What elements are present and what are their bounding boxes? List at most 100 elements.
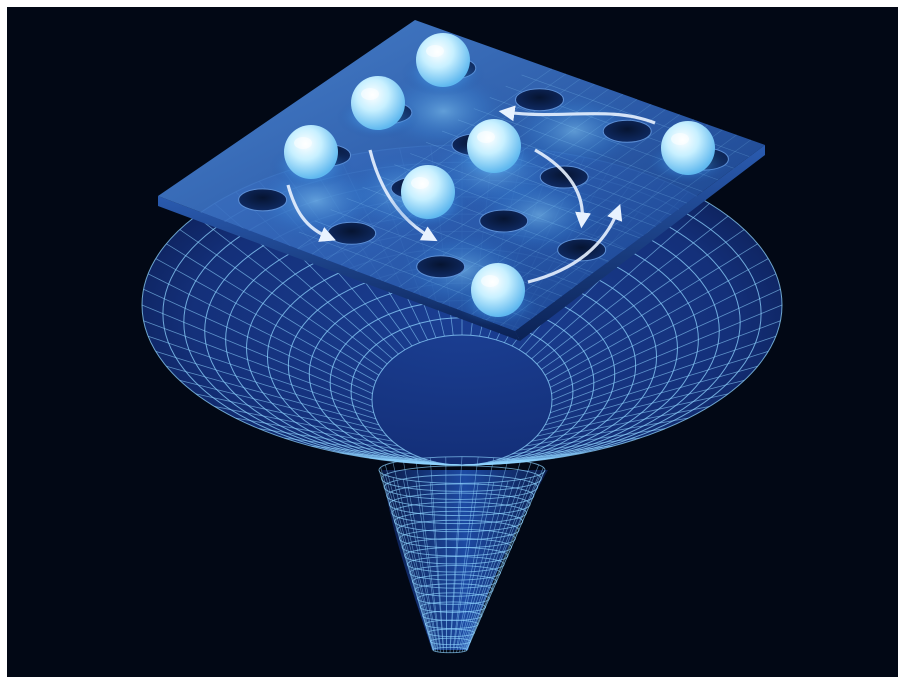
plate-grid-line: [369, 93, 623, 277]
glowing-sphere: [661, 121, 715, 175]
glowing-sphere: [471, 263, 525, 317]
throat-line: [466, 472, 544, 651]
throat-line: [384, 464, 435, 650]
funnel-radial-line: [525, 417, 689, 447]
throat-line: [466, 467, 544, 650]
funnel-radial-line: [536, 215, 729, 365]
funnel-radial-line: [179, 380, 383, 431]
throat-line: [402, 479, 439, 652]
funnel-radial-line: [166, 365, 380, 426]
funnel-radial-line: [511, 437, 640, 455]
funnel-radial-line: [155, 351, 377, 420]
sphere-highlight: [411, 177, 429, 189]
plate-hole: [557, 238, 607, 262]
funnel-radial-line: [504, 445, 613, 458]
throat-line: [378, 469, 434, 651]
throat-line: [463, 462, 532, 649]
funnel-radial-line: [399, 461, 445, 465]
funnel-radial-line: [258, 428, 405, 451]
throat-line: [465, 464, 540, 650]
funnel-radial-line: [143, 288, 373, 394]
sphere-highlight: [426, 45, 444, 57]
funnel-radial-line: [369, 457, 436, 463]
throat-line: [465, 474, 540, 652]
funnel-radial-line: [531, 406, 710, 442]
funnel-radial-line: [519, 428, 666, 451]
glowing-sphere: [284, 125, 338, 179]
funnel-radial-line: [284, 437, 413, 455]
sphere-highlight: [477, 131, 495, 143]
funnel-radial-line: [235, 417, 399, 447]
funnel-radial-line: [547, 258, 769, 382]
throat-line: [445, 456, 448, 648]
plate-grid-line: [384, 99, 638, 282]
funnel-radial-line: [143, 320, 373, 407]
funnel-radial-line: [311, 445, 420, 458]
funnel-radial-line: [195, 215, 388, 365]
flow-arrow: [498, 105, 656, 125]
throat-line: [429, 457, 444, 648]
throat-line: [415, 458, 441, 648]
funnel-radial-line: [147, 273, 374, 388]
funnel-radial-line: [141, 304, 373, 401]
throat-line: [452, 456, 479, 648]
plate-edge-right: [515, 145, 765, 341]
funnel-radial-line: [147, 335, 374, 414]
throat-line: [402, 460, 439, 649]
plate-hole: [602, 119, 652, 143]
throat-line: [380, 467, 434, 650]
funnel-radial-line: [179, 229, 383, 370]
throat-line: [456, 482, 495, 653]
funnel-radial-line: [195, 393, 388, 437]
throat-line: [463, 477, 532, 652]
funnel-radial-line: [214, 406, 393, 442]
funnel-radial-line: [547, 351, 769, 420]
funnel-radial-line: [541, 229, 745, 370]
funnel-radial-line: [541, 380, 745, 431]
plate-grid-line: [297, 68, 552, 249]
funnel-radial-line: [551, 288, 781, 394]
plate-grid-line: [427, 114, 680, 299]
throat-line: [461, 479, 522, 653]
throat-line: [392, 462, 437, 649]
throat-line: [415, 480, 441, 653]
plate-hole: [479, 209, 529, 233]
sphere-highlight: [481, 275, 499, 287]
flow-arrow: [534, 148, 592, 229]
funnel-radial-line: [550, 273, 777, 388]
funnel-radial-line: [544, 243, 758, 376]
funnel-radial-line: [430, 463, 454, 466]
plate-hole: [238, 188, 288, 212]
throat-line: [459, 458, 509, 648]
funnel-radial-line: [550, 335, 777, 414]
flow-arrow: [527, 204, 623, 284]
plate-hole: [539, 165, 589, 189]
sphere-highlight: [294, 137, 312, 149]
throat-line: [384, 475, 435, 652]
funnel-radial-line: [551, 304, 783, 401]
sphere-highlight: [671, 133, 689, 145]
funnel-radial-line: [551, 320, 781, 407]
throat-line: [459, 480, 509, 653]
funnel-radial-line: [339, 452, 428, 461]
funnel-radial-line: [536, 393, 729, 437]
funnel-radial-line: [544, 365, 758, 426]
throat-line: [392, 477, 437, 652]
throat-line: [456, 457, 495, 648]
throat-line: [449, 456, 463, 648]
sphere-highlight: [361, 88, 379, 100]
plate-hole: [416, 255, 466, 279]
glowing-sphere: [467, 119, 521, 173]
plate-grid-line: [346, 198, 578, 285]
flow-arrow: [286, 184, 336, 242]
plate-hole: [514, 88, 564, 112]
glowing-sphere: [351, 76, 405, 130]
glowing-sphere: [401, 165, 455, 219]
perforated-plate: [158, 20, 765, 341]
plate-hole: [327, 221, 377, 245]
glowing-spheres: [269, 33, 730, 326]
throat-line: [461, 460, 522, 649]
funnel-radial-line: [496, 452, 585, 461]
funnel-radial-line: [155, 258, 377, 382]
